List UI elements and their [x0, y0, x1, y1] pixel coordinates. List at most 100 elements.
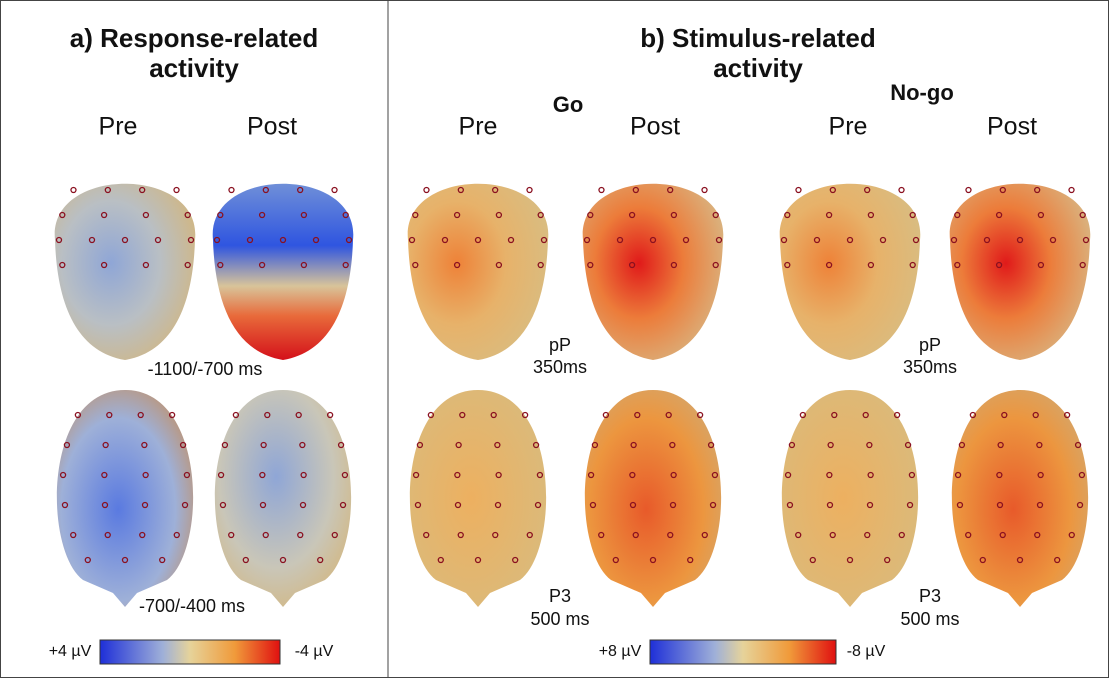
- electrode: [101, 501, 109, 509]
- electrode: [454, 501, 462, 509]
- head-map: [407, 183, 549, 360]
- electrode: [279, 236, 287, 244]
- electrode: [297, 186, 304, 194]
- electrode: [326, 411, 334, 419]
- electrode: [996, 501, 1004, 509]
- electrode: [707, 441, 715, 449]
- electrode: [709, 501, 717, 509]
- electrode: [183, 471, 191, 479]
- electrode: [826, 501, 834, 509]
- electrode: [829, 186, 836, 194]
- panel-title: b) Stimulus-related: [640, 23, 875, 53]
- electrode: [799, 411, 807, 419]
- electrode: [669, 501, 677, 509]
- head-map: [949, 183, 1091, 360]
- electrode: [59, 471, 67, 479]
- electrode: [1037, 211, 1045, 219]
- electrode: [1036, 441, 1043, 449]
- electrode: [591, 441, 599, 449]
- electrode: [246, 236, 254, 244]
- electrode: [1001, 411, 1008, 419]
- electrode: [139, 531, 146, 539]
- electrode: [958, 441, 966, 449]
- column-label: Pre: [459, 113, 498, 141]
- electrode: [181, 501, 189, 509]
- electrode: [455, 441, 462, 449]
- electrode: [217, 211, 224, 219]
- electrode: [1037, 261, 1045, 269]
- electrode: [665, 411, 672, 419]
- row-label: pP: [549, 335, 571, 355]
- electrode: [846, 236, 854, 244]
- electrode: [139, 186, 146, 194]
- electrode: [217, 471, 225, 479]
- head-map: [54, 183, 196, 360]
- electrode: [997, 441, 1004, 449]
- electrode: [687, 556, 694, 564]
- electrode: [954, 261, 961, 269]
- electrode: [598, 186, 605, 194]
- electrode: [667, 186, 674, 194]
- electrode: [670, 211, 678, 219]
- electrode: [219, 501, 227, 509]
- electrode: [494, 501, 502, 509]
- electrode: [537, 211, 544, 219]
- electrode: [879, 236, 887, 244]
- row-label: 500 ms: [530, 609, 589, 629]
- electrode: [999, 186, 1006, 194]
- electrode: [867, 211, 875, 219]
- electrode: [512, 556, 519, 564]
- electrode: [583, 236, 591, 244]
- electrode: [121, 236, 129, 244]
- electrode: [317, 556, 324, 564]
- electrode: [242, 556, 249, 564]
- electrode: [827, 441, 834, 449]
- electrode: [217, 261, 224, 269]
- head-map: [779, 183, 921, 360]
- electrode: [906, 501, 914, 509]
- electrode: [712, 211, 719, 219]
- electrode: [259, 471, 266, 479]
- electrode: [154, 236, 162, 244]
- electrode: [909, 211, 916, 219]
- electrode: [669, 441, 676, 449]
- electrode: [331, 186, 338, 194]
- row-label: 350ms: [533, 357, 587, 377]
- electrode: [995, 261, 1003, 269]
- electrode: [701, 186, 708, 194]
- electrode: [141, 441, 148, 449]
- electrode: [696, 411, 704, 419]
- electrode: [492, 186, 499, 194]
- electrode: [495, 261, 503, 269]
- electrode: [1049, 236, 1057, 244]
- electrode: [1032, 411, 1039, 419]
- electrode: [414, 501, 422, 509]
- row-label: 350ms: [903, 357, 957, 377]
- group-label: Go: [553, 92, 584, 117]
- electrode: [495, 211, 503, 219]
- electrode: [864, 186, 871, 194]
- electrode: [1054, 556, 1061, 564]
- electrode: [795, 531, 802, 539]
- electrode: [532, 441, 540, 449]
- head-map: [951, 390, 1089, 607]
- electrode: [788, 441, 796, 449]
- electrode: [826, 471, 833, 479]
- electrode: [862, 411, 869, 419]
- electrode: [809, 556, 816, 564]
- electrode: [70, 186, 77, 194]
- electrode: [1036, 501, 1044, 509]
- electrode: [1063, 411, 1071, 419]
- electrode: [784, 211, 791, 219]
- electrode: [628, 261, 636, 269]
- panel-title: activity: [713, 53, 803, 83]
- electrode: [893, 411, 901, 419]
- electrode: [300, 211, 308, 219]
- electrode: [101, 471, 108, 479]
- electrode: [106, 411, 113, 419]
- electrode: [260, 441, 267, 449]
- electrode: [104, 531, 111, 539]
- electrode: [954, 471, 962, 479]
- electrode: [537, 261, 544, 269]
